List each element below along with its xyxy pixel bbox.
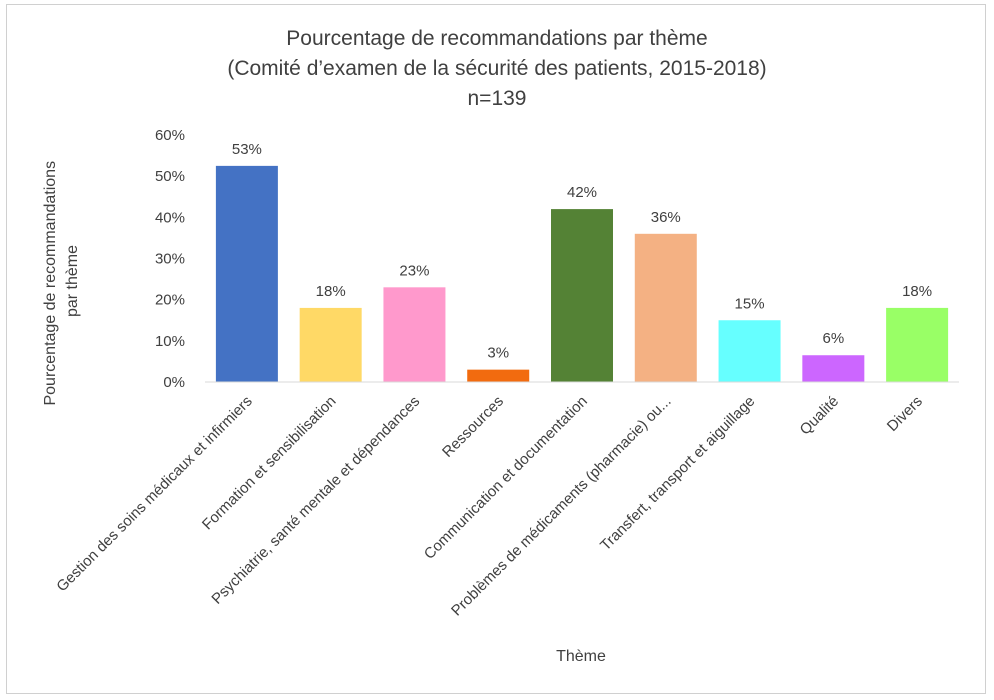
bar	[718, 320, 781, 382]
y-axis-label-line1: Pourcentage de recommandations	[42, 161, 59, 406]
data-label: 42%	[567, 184, 597, 201]
data-label: 23%	[399, 262, 429, 279]
y-tick-label: 50%	[155, 168, 185, 185]
bar	[299, 307, 362, 382]
bars	[215, 165, 949, 382]
bar	[383, 287, 446, 382]
x-tick-label: Transfert, transport et aiguillage	[597, 393, 758, 554]
x-tick-label: Communication et documentation	[421, 393, 591, 563]
data-label: 53%	[232, 141, 262, 158]
chart-sample-size: n=139	[468, 87, 527, 110]
y-tick-label: 60%	[155, 127, 185, 144]
y-tick-label: 10%	[155, 333, 185, 350]
data-label: 18%	[316, 283, 346, 300]
y-axis-label: Pourcentage de recommandations par thème	[42, 156, 81, 405]
data-label: 3%	[487, 345, 509, 362]
y-tick-label: 30%	[155, 251, 185, 268]
data-label: 6%	[822, 330, 844, 347]
x-axis-label: Thème	[556, 648, 606, 665]
data-label: 18%	[902, 283, 932, 300]
bar	[551, 209, 613, 382]
data-labels: 53% 18% 23% 3% 42% 36% 15% 6% 18%	[232, 141, 932, 362]
x-axis-tick-labels: Gestion des soins médicaux et infirmiers…	[53, 393, 926, 620]
y-axis-ticks: 0% 10% 20% 30% 40% 50% 60%	[155, 127, 185, 391]
x-tick-label: Qualité	[797, 393, 843, 439]
chart-frame: Pourcentage de recommandations par thème…	[6, 4, 986, 694]
y-axis-label-line2: par thème	[64, 245, 81, 317]
bar	[802, 355, 865, 382]
bar-chart: Pourcentage de recommandations par thème…	[42, 27, 959, 665]
data-label: 36%	[651, 209, 681, 226]
bar	[215, 165, 278, 382]
bar	[634, 233, 697, 382]
bar	[467, 369, 530, 382]
y-tick-label: 20%	[155, 292, 185, 309]
bar	[886, 307, 949, 382]
x-tick-label: Divers	[884, 393, 926, 435]
data-label: 15%	[735, 295, 765, 312]
y-tick-label: 40%	[155, 209, 185, 226]
x-tick-label: Formation et sensibilisation	[199, 393, 340, 534]
x-tick-label: Ressources	[439, 393, 507, 461]
chart-title: Pourcentage de recommandations par thème	[286, 27, 707, 50]
chart-subtitle: (Comité d’examen de la sécurité des pati…	[227, 57, 766, 80]
y-tick-label: 0%	[163, 374, 185, 391]
